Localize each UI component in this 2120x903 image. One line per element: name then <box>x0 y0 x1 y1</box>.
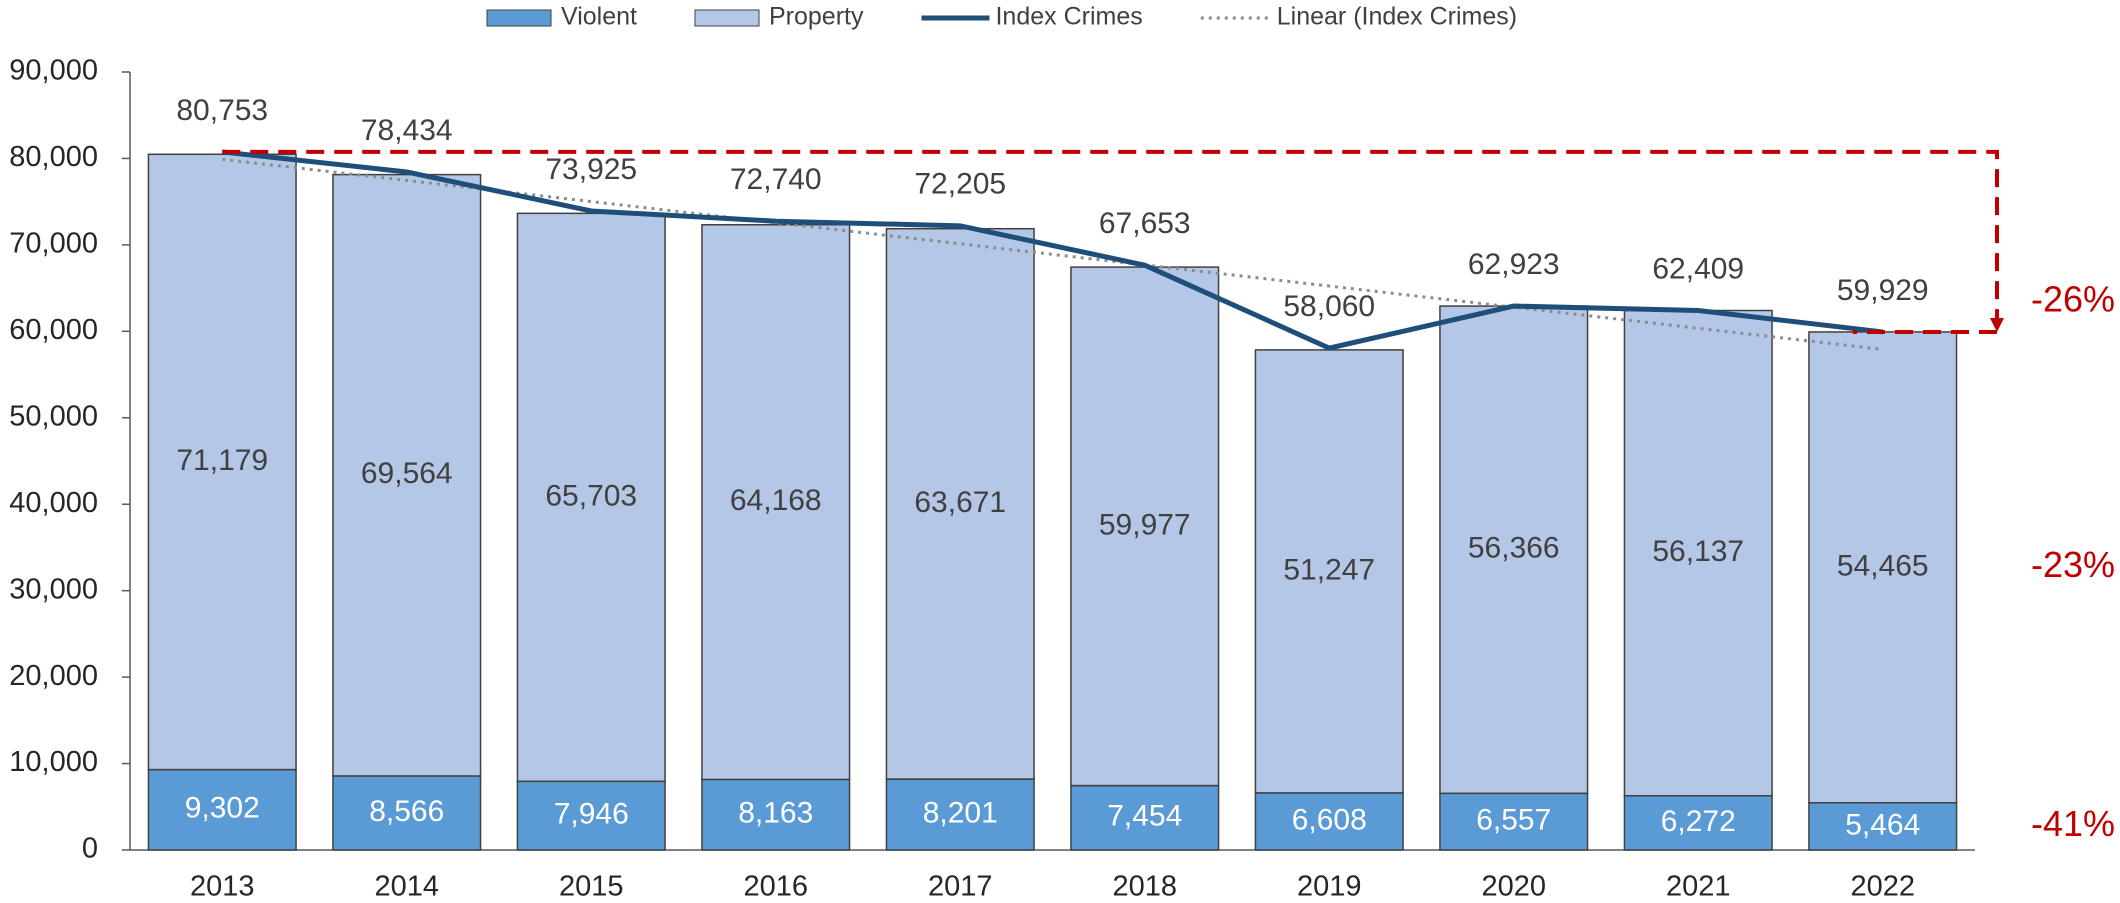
legend-swatch <box>486 9 552 27</box>
x-tick-label: 2015 <box>559 871 624 903</box>
y-tick-label: 90,000 <box>9 55 98 87</box>
bar-segment <box>1254 792 1404 851</box>
bar-segment <box>885 778 1035 851</box>
data-label: 63,671 <box>914 486 1006 519</box>
bar-segment <box>1439 305 1589 795</box>
data-label: 6,608 <box>1292 803 1367 836</box>
data-label: 58,060 <box>1283 290 1375 323</box>
legend-swatch <box>694 9 760 27</box>
data-label: 59,977 <box>1099 508 1191 541</box>
bar-segment <box>332 173 482 777</box>
data-label: 8,201 <box>923 796 998 829</box>
data-label: 62,923 <box>1468 248 1560 281</box>
x-tick-label: 2016 <box>743 871 808 903</box>
data-label: 5,464 <box>1845 808 1920 841</box>
data-label: 78,434 <box>361 114 453 147</box>
data-label: 72,740 <box>730 163 822 196</box>
x-tick-label: 2013 <box>190 871 255 903</box>
y-tick-label: 70,000 <box>9 228 98 260</box>
y-tick-label: 0 <box>82 833 98 865</box>
bar-segment <box>1623 309 1773 797</box>
bar-segment <box>1808 331 1958 804</box>
data-label: 56,137 <box>1652 535 1744 568</box>
data-label: 64,168 <box>730 484 822 517</box>
x-tick-label: 2022 <box>1850 871 1915 903</box>
data-label: 8,163 <box>738 797 813 830</box>
annotation: -41% <box>2031 803 2115 844</box>
legend-label: Linear (Index Crimes) <box>1277 3 1517 31</box>
annotation: -23% <box>2031 544 2115 585</box>
bar-segment <box>1808 802 1958 851</box>
data-label: 6,272 <box>1661 805 1736 838</box>
y-tick-label: 50,000 <box>9 400 98 432</box>
legend-label: Violent <box>561 3 637 31</box>
annotation: -26% <box>2031 278 2115 319</box>
data-label: 8,566 <box>369 795 444 828</box>
data-label: 7,454 <box>1107 800 1182 833</box>
y-tick-label: 80,000 <box>9 141 98 173</box>
line <box>221 149 1884 351</box>
data-label: 54,465 <box>1837 549 1929 582</box>
x-tick-label: 2020 <box>1481 871 1546 903</box>
x-tick-label: 2021 <box>1666 871 1731 903</box>
legend-label: Property <box>769 3 864 31</box>
data-label: 65,703 <box>545 479 637 512</box>
data-label: 56,366 <box>1468 532 1560 565</box>
bar-segment <box>885 227 1035 780</box>
bar-segment <box>1439 792 1589 851</box>
data-label: 73,925 <box>545 153 637 186</box>
data-label: 51,247 <box>1283 553 1375 586</box>
x-tick-label: 2014 <box>374 871 439 903</box>
bar-segment <box>147 153 297 771</box>
data-label: 59,929 <box>1837 274 1929 307</box>
data-label: 62,409 <box>1652 252 1744 285</box>
data-label: 6,557 <box>1476 804 1551 837</box>
legend-label: Index Crimes <box>995 3 1142 31</box>
annotation-bracket <box>222 149 1999 318</box>
data-label: 72,205 <box>914 168 1006 201</box>
bar-segment <box>1070 266 1220 787</box>
data-label: 9,302 <box>185 792 260 825</box>
x-tick-label: 2018 <box>1112 871 1177 903</box>
data-label: 69,564 <box>361 457 453 490</box>
y-tick-label: 30,000 <box>9 573 98 605</box>
x-tick-label: 2019 <box>1297 871 1362 903</box>
data-label: 7,946 <box>554 798 629 831</box>
data-label: 67,653 <box>1099 207 1191 240</box>
bar-segment <box>701 223 851 781</box>
data-label: 80,753 <box>176 94 268 127</box>
bar-segment <box>1070 784 1220 851</box>
y-tick-label: 60,000 <box>9 314 98 346</box>
y-tick-label: 10,000 <box>9 746 98 778</box>
annotation-arrow <box>1990 317 2004 332</box>
trendline <box>222 157 1883 351</box>
bar-segment <box>147 768 297 851</box>
bar-segment <box>516 212 666 783</box>
y-tick-label: 40,000 <box>9 487 98 519</box>
bar-segment <box>1254 349 1404 794</box>
y-tick-label: 20,000 <box>9 660 98 692</box>
x-tick-label: 2017 <box>928 871 993 903</box>
data-label: 71,179 <box>176 444 268 477</box>
